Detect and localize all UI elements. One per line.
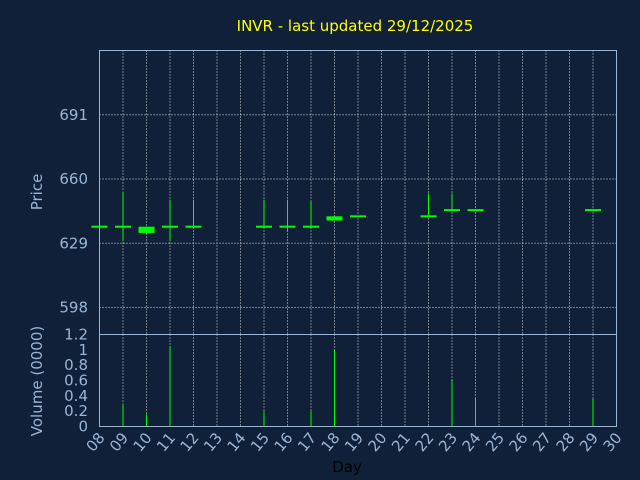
price-candle <box>138 226 155 233</box>
candle-body <box>279 225 296 228</box>
price-axis-label: Price <box>28 174 46 211</box>
volume-y-tick-label: 0 <box>78 418 88 436</box>
price-y-tick-label: 629 <box>59 234 88 252</box>
price-candle <box>303 201 319 228</box>
x-ticks: 0809101112131415161718192021222324252627… <box>83 429 626 455</box>
price-candle <box>185 199 202 228</box>
volume-series <box>122 346 594 427</box>
price-y-tick-label: 598 <box>59 299 88 317</box>
price-series <box>91 191 601 242</box>
price-candle <box>420 193 437 218</box>
price-y-ticks: 598 629 660 691 <box>59 106 88 317</box>
candle-body <box>115 225 131 228</box>
candle-body <box>585 209 601 212</box>
price-candle <box>350 215 366 218</box>
volume-y-ticks: 00.20.40.60.811.2 <box>64 326 88 436</box>
candle-body <box>91 225 108 228</box>
candle-body <box>138 226 155 233</box>
volume-y-tick-label: 0.2 <box>64 402 88 420</box>
volume-y-tick-label: 0.6 <box>64 372 88 390</box>
candle-body <box>162 225 178 228</box>
candle-body <box>444 209 460 212</box>
price-candle <box>279 199 296 231</box>
price-y-tick-label: 691 <box>59 106 88 124</box>
candle-body <box>350 215 366 218</box>
price-candle <box>115 191 131 242</box>
price-candle <box>444 193 460 212</box>
price-candle <box>256 199 272 228</box>
volume-y-tick-label: 1 <box>78 341 88 359</box>
volume-plot-frame <box>99 334 617 427</box>
price-candle <box>162 199 178 242</box>
price-candle <box>467 209 484 212</box>
volume-y-tick-label: 0.4 <box>64 387 88 405</box>
price-y-tick-label: 660 <box>59 170 88 188</box>
candle-body <box>420 215 437 218</box>
candle-body <box>326 216 343 221</box>
volume-y-tick-label: 1.2 <box>64 326 88 344</box>
candle-body <box>303 225 319 228</box>
volume-y-tick-label: 0.8 <box>64 356 88 374</box>
volume-axis-label: Volume (0000) <box>28 326 46 436</box>
price-candle <box>585 209 601 212</box>
candle-body <box>185 225 202 228</box>
candle-body <box>256 225 272 228</box>
candle-body <box>467 209 484 212</box>
chart-title: INVR - last updated 29/12/2025 <box>237 17 474 35</box>
price-candle <box>91 225 108 228</box>
price-candle <box>326 216 343 221</box>
x-axis-label: Day <box>332 458 362 476</box>
price-grid <box>99 50 617 335</box>
